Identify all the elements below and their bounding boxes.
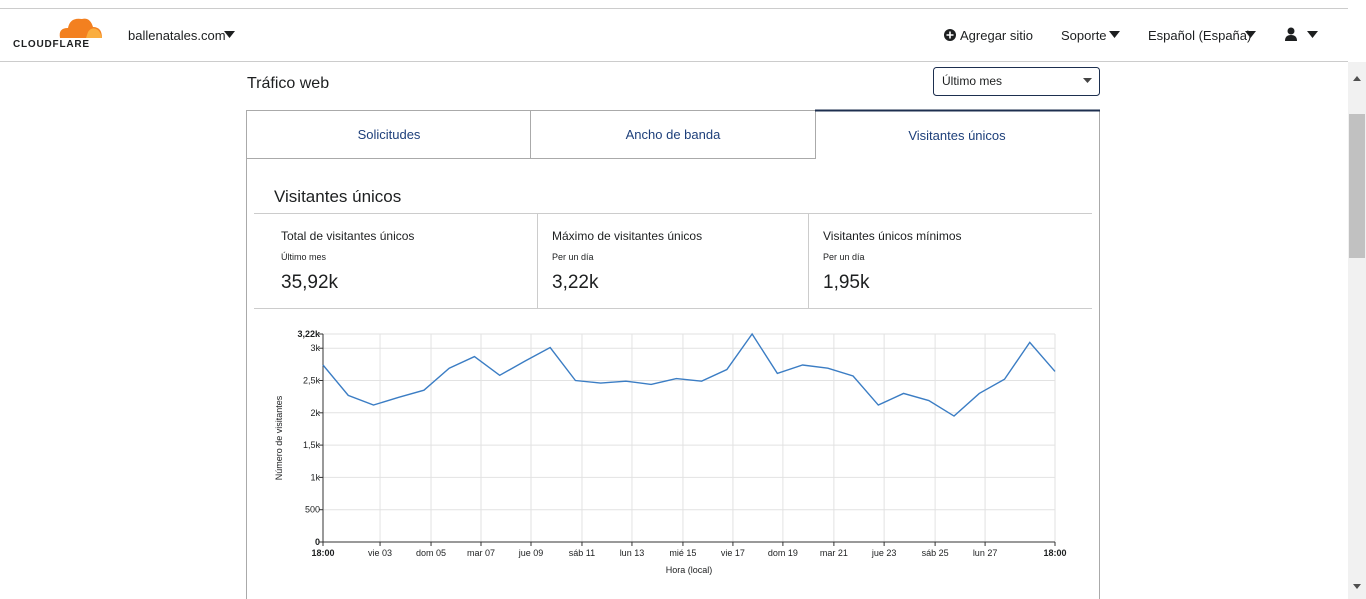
tab[interactable] xyxy=(530,110,816,159)
x-tick-label: mar 07 xyxy=(467,548,495,558)
x-tick-label: jue 09 xyxy=(518,548,544,558)
y-tick-label: 2k xyxy=(310,408,320,418)
stat-value: 3,22k xyxy=(552,272,599,293)
stat-period: Per un día xyxy=(552,252,594,262)
language-menu[interactable]: Español (España) xyxy=(1148,28,1251,43)
x-tick-label: sáb 11 xyxy=(569,548,595,558)
scrollbar-thumb[interactable] xyxy=(1349,114,1365,258)
panel xyxy=(246,110,1100,599)
caret xyxy=(1307,31,1318,38)
x-tick-label: dom 05 xyxy=(416,548,446,558)
y-tick-label: 1,5k xyxy=(303,440,321,450)
section-title: Tráfico web xyxy=(247,75,329,92)
x-tick-label: dom 19 xyxy=(768,548,798,558)
stat-period: Último mes xyxy=(281,252,327,262)
caret xyxy=(1083,78,1092,83)
card-title: Visitantes únicos xyxy=(274,187,401,206)
x-tick-label: jue 23 xyxy=(871,548,897,558)
logo[interactable]: CLOUDFLARE xyxy=(13,18,102,50)
stats: Total de visitantes únicos Último mes 35,9… xyxy=(281,229,962,293)
y-tick-label: 1k xyxy=(310,472,320,482)
y-tick-label: 500 xyxy=(305,505,320,515)
scroll-up[interactable] xyxy=(1353,76,1361,81)
logo-cloud-light xyxy=(86,28,102,38)
x-tick-label: lun 27 xyxy=(973,548,998,558)
range-select-text: Último mes xyxy=(942,73,1002,88)
plus-sign xyxy=(946,31,954,39)
x-axis-label: Hora (local) xyxy=(666,565,713,575)
stat-value: 1,95k xyxy=(823,272,870,293)
add-site[interactable]: Agregar sitio xyxy=(960,28,1033,43)
y-tick-label: 2,5k xyxy=(303,376,321,386)
support-menu[interactable]: Soporte xyxy=(1061,28,1107,43)
stat-period: Per un día xyxy=(823,252,865,262)
stat-label: Máximo de visitantes únicos xyxy=(552,229,702,243)
tab[interactable] xyxy=(246,110,531,159)
x-tick-label: sáb 25 xyxy=(922,548,949,558)
x-tick-label: lun 13 xyxy=(620,548,645,558)
line-series xyxy=(322,332,1056,417)
x-tick-label: 18:00 xyxy=(1043,548,1066,558)
logo-text: CLOUDFLARE xyxy=(13,39,90,50)
y-axis-label: Número de visitantes xyxy=(274,395,284,480)
caret xyxy=(1245,31,1256,38)
x-tick-label: mié 15 xyxy=(669,548,696,558)
x-tick-label: mar 21 xyxy=(820,548,848,558)
stat-label: Visitantes únicos mínimos xyxy=(823,229,962,243)
stat-value: 35,92k xyxy=(281,272,339,293)
user-body xyxy=(1285,35,1297,41)
scroll-down[interactable] xyxy=(1353,584,1361,589)
caret xyxy=(1109,31,1120,38)
user-head xyxy=(1287,27,1295,35)
y-tick-label: 0 xyxy=(315,537,320,547)
user-menu[interactable] xyxy=(1285,27,1318,42)
chart: 0 500 1k 1,5k 2k 2,5k 3k 3,22k 18:00 vie 03 dom 05… xyxy=(274,329,1067,575)
stat-label: Total de visitantes únicos xyxy=(281,229,414,243)
tab-label: Solicitudes xyxy=(358,127,421,142)
caret xyxy=(224,31,235,38)
x-tick-label: 18:00 xyxy=(311,548,334,558)
domain-selector[interactable]: ballenatales.com xyxy=(128,28,226,43)
y-tick-label: 3k xyxy=(310,343,320,353)
tab-label[interactable]: Visitantes únicos xyxy=(908,128,1006,143)
y-tick-label: 3,22k xyxy=(297,329,321,339)
x-tick-label: vie 03 xyxy=(368,548,392,558)
x-tick-label: vie 17 xyxy=(721,548,745,558)
range-select[interactable] xyxy=(933,67,1100,96)
tab-label: Ancho de banda xyxy=(626,127,721,142)
